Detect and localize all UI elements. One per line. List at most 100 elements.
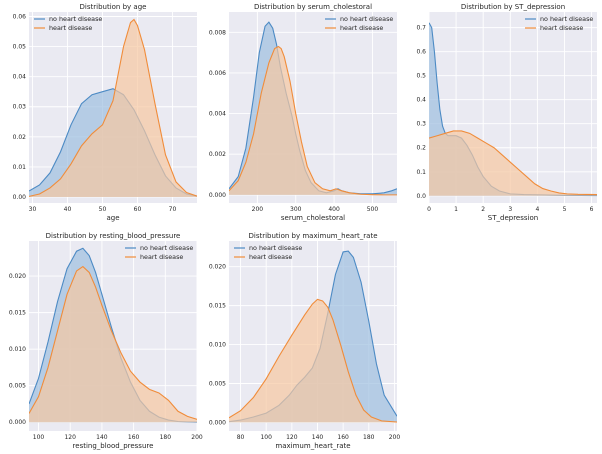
x-tick-label: 100 [33, 434, 45, 441]
series-area-no-heart-disease [229, 251, 397, 423]
y-tick-label: 0.4 [416, 97, 426, 104]
legend-entry: no heart disease [140, 244, 193, 252]
y-tick-label: 0.010 [9, 346, 26, 353]
legend-entry: no heart disease [249, 244, 302, 252]
chart-panel: 80 100 120 140 160 180 200 0.000 0.005 0.010 0.015… [209, 232, 401, 450]
legend-entry: no heart disease [340, 15, 393, 23]
x-tick-label: 120 [286, 434, 298, 441]
x-tick-label: 4 [535, 206, 539, 213]
series-area-heart-disease [229, 46, 397, 195]
y-tick-label: 0.015 [209, 303, 226, 310]
chart-title: Distribution by maximum_heart_rate [248, 232, 377, 240]
x-tick-label: 80 [237, 434, 245, 441]
series-line-heart-disease [229, 45, 397, 196]
y-tick-label: 0.2 [416, 145, 426, 152]
x-tick-label: 200 [252, 206, 264, 213]
x-tick-label: 70 [169, 206, 177, 213]
y-tick-label: 0.000 [209, 192, 226, 199]
y-tick-label: 0.03 [13, 104, 27, 111]
chart-panel: 100 120 140 160 180 200 0.000 0.005 0.010 0.015 0.… [9, 232, 203, 450]
legend-entry: no heart disease [49, 15, 102, 23]
x-tick-label: 180 [160, 434, 172, 441]
chart-title: Distribution by age [80, 3, 147, 11]
series-area-heart-disease [429, 130, 597, 196]
series-layer [29, 18, 197, 197]
x-tick-label: 200 [389, 434, 401, 441]
y-tick-label: 0.05 [13, 44, 27, 51]
legend-entry: heart disease [340, 24, 383, 32]
x-axis-label: age [106, 214, 119, 222]
x-tick-label: 50 [99, 206, 107, 213]
chart-title: Distribution by resting_blood_pressure [46, 232, 181, 240]
legend-entry: heart disease [140, 253, 183, 261]
x-tick-label: 300 [290, 206, 302, 213]
x-tick-label: 180 [363, 434, 375, 441]
x-tick-label: 1 [454, 206, 458, 213]
y-tick-label: 0.04 [13, 74, 27, 81]
x-tick-label: 5 [563, 206, 567, 213]
series-area-heart-disease [29, 19, 197, 197]
x-tick-label: 500 [367, 206, 379, 213]
y-tick-label: 0.0 [416, 193, 426, 200]
y-tick-label: 0.3 [416, 121, 426, 128]
x-tick-label: 200 [191, 434, 203, 441]
y-tick-label: 0.004 [209, 111, 226, 118]
series-line-heart-disease [429, 130, 597, 196]
x-axis-label: maximum_heart_rate [275, 442, 350, 450]
y-tick-label: 0.06 [13, 14, 27, 21]
chart-panel: 0 1 2 3 4 5 6 0.0 0.1 0.2 0.3 0.4 0.5 0.6 0.7 Distribut… [416, 3, 597, 222]
y-tick-label: 0.020 [209, 264, 226, 271]
y-tick-label: 0.002 [209, 151, 226, 158]
x-tick-label: 400 [328, 206, 340, 213]
series-layer [229, 250, 397, 423]
y-tick-label: 0.010 [209, 342, 226, 349]
y-tick-label: 0.005 [9, 383, 26, 390]
y-tick-label: 0.1 [416, 169, 426, 176]
x-tick-label: 30 [29, 206, 37, 213]
x-tick-label: 60 [134, 206, 142, 213]
x-axis-label: resting_blood_pressure [73, 442, 154, 450]
x-tick-label: 6 [590, 206, 594, 213]
y-tick-label: 0.020 [9, 273, 26, 280]
legend-entry: heart disease [540, 24, 583, 32]
chart-panel: 200 300 400 500 0.000 0.002 0.004 0.006 0.008 Dis… [209, 3, 397, 222]
x-tick-label: 140 [312, 434, 324, 441]
y-tick-label: 0.015 [9, 310, 26, 317]
y-tick-label: 0.000 [9, 419, 26, 426]
x-tick-label: 2 [481, 206, 485, 213]
y-tick-label: 0.008 [209, 29, 226, 36]
series-area-heart-disease [29, 266, 197, 423]
x-tick-label: 3 [508, 206, 512, 213]
x-tick-label: 0 [427, 206, 431, 213]
chart-panel: 30 40 50 60 70 0.00 0.01 0.02 0.03 0.04 0.05 0.06 Di… [13, 3, 197, 222]
x-tick-label: 100 [260, 434, 272, 441]
series-layer [429, 22, 597, 197]
x-axis-label: ST_depression [488, 214, 538, 222]
y-tick-label: 0.7 [416, 25, 426, 32]
x-tick-label: 160 [128, 434, 140, 441]
x-tick-label: 40 [64, 206, 72, 213]
y-tick-label: 0.000 [209, 419, 226, 426]
y-tick-label: 0.006 [209, 70, 226, 77]
x-axis-label: serum_cholestoral [281, 214, 345, 222]
x-tick-label: 140 [96, 434, 108, 441]
legend-entry: heart disease [249, 253, 292, 261]
y-tick-label: 0.00 [13, 194, 27, 201]
series-line-heart-disease [229, 298, 397, 423]
y-tick-label: 0.005 [209, 381, 226, 388]
y-tick-label: 0.02 [13, 134, 27, 141]
chart-title: Distribution by serum_cholestoral [254, 3, 372, 11]
series-layer [229, 21, 397, 196]
y-tick-label: 0.01 [13, 164, 27, 171]
series-line-heart-disease [29, 18, 197, 197]
legend-entry: no heart disease [540, 15, 593, 23]
series-area-heart-disease [229, 299, 397, 423]
y-tick-label: 0.6 [416, 49, 426, 56]
x-tick-label: 160 [337, 434, 349, 441]
chart-title: Distribution by ST_depression [461, 3, 565, 11]
